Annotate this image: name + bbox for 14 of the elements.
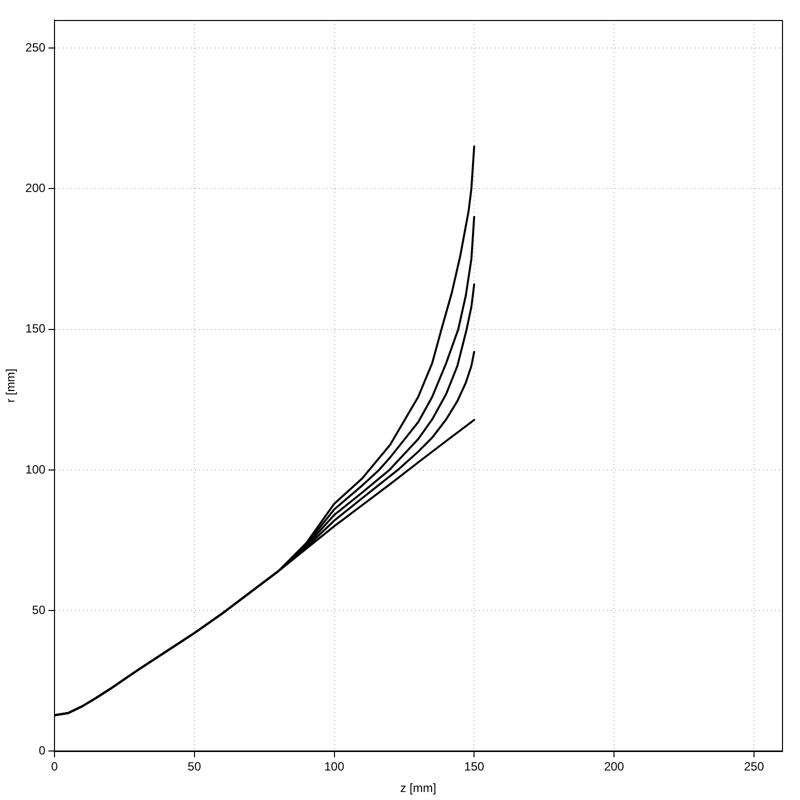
y-tick-label: 150 (25, 322, 46, 336)
x-tick-label: 100 (324, 760, 345, 774)
y-tick-label: 250 (25, 40, 46, 54)
x-tick-label: 0 (51, 760, 58, 774)
y-tick-label: 50 (32, 602, 46, 617)
y-tick-label: 0 (38, 744, 46, 758)
x-tick-label: 200 (604, 760, 624, 774)
x-axis-title: z [mm] (400, 781, 436, 796)
x-tick-label: 150 (464, 760, 485, 774)
x-tick-label: 50 (188, 760, 202, 774)
x-tick-label: 250 (744, 760, 764, 774)
y-tick-label: 100 (25, 462, 46, 476)
y-tick-label: 200 (25, 181, 46, 196)
y-axis-title: r [mm] (4, 368, 18, 403)
